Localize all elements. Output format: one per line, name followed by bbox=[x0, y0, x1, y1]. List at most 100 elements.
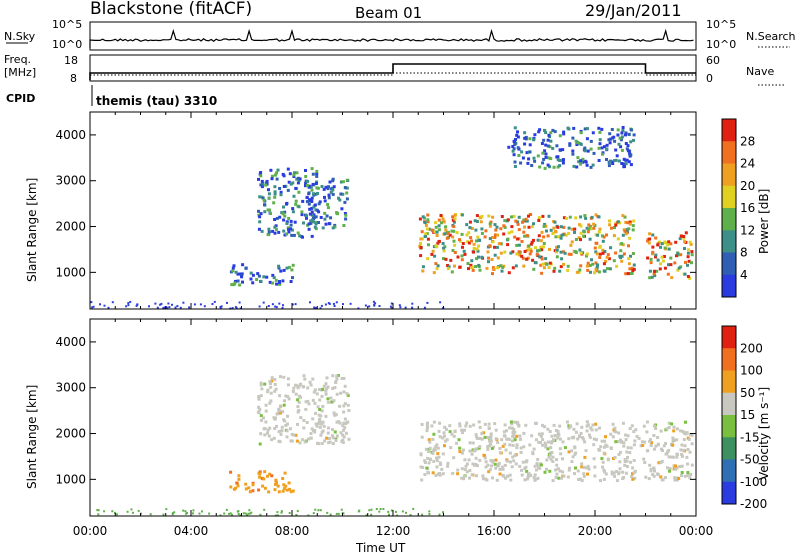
velocity-data-cell bbox=[571, 455, 575, 459]
power-data-cell bbox=[551, 232, 555, 235]
power-data-cell bbox=[601, 248, 605, 252]
velocity-data-cell bbox=[282, 483, 286, 487]
power-data-cell bbox=[575, 165, 579, 169]
velocity-data-cell bbox=[648, 463, 652, 467]
velocity-data-cell bbox=[482, 453, 486, 457]
power-data-cell bbox=[485, 266, 489, 270]
power-data-cell bbox=[689, 242, 693, 246]
velocity-data-cell bbox=[575, 422, 579, 426]
power-data-cell bbox=[586, 149, 590, 153]
power-data-cell bbox=[511, 145, 515, 148]
power-data-cell bbox=[310, 188, 314, 192]
cpid-label: CPID bbox=[6, 92, 35, 105]
velocity-data-cell bbox=[244, 512, 247, 515]
velocity-data-cell bbox=[551, 479, 555, 483]
power-data-cell bbox=[625, 229, 629, 233]
power-data-cell bbox=[649, 257, 653, 261]
power-data-cell bbox=[598, 252, 602, 256]
velocity-data-cell bbox=[503, 434, 507, 438]
power-data-cell bbox=[333, 225, 337, 229]
velocity-data-cell bbox=[579, 432, 583, 435]
power-data-cell bbox=[627, 132, 631, 136]
power-data-cell bbox=[558, 134, 562, 138]
velocity-data-cell bbox=[633, 476, 637, 480]
power-data-cell bbox=[329, 190, 333, 194]
power-data-cell bbox=[324, 222, 328, 226]
power-data-cell bbox=[176, 305, 179, 308]
velocity-data-cell bbox=[681, 454, 684, 458]
power-data-cell bbox=[433, 230, 437, 234]
power-data-cell bbox=[516, 220, 519, 224]
power-data-cell bbox=[594, 268, 598, 272]
power-data-cell bbox=[441, 217, 445, 221]
velocity-data-cell bbox=[535, 461, 539, 465]
power-data-cell bbox=[511, 149, 515, 153]
power-data-cell bbox=[513, 142, 517, 146]
velocity-data-cell bbox=[666, 450, 670, 454]
velocity-data-cell bbox=[435, 459, 439, 463]
power-data-cell bbox=[289, 280, 293, 283]
velocity-data-cell bbox=[690, 463, 694, 467]
velocity-data-cell bbox=[491, 459, 495, 463]
power-data-cell bbox=[579, 238, 582, 242]
velocity-data-cell bbox=[522, 431, 526, 435]
velocity-data-cell bbox=[561, 457, 564, 461]
velocity-data-cell bbox=[680, 471, 684, 474]
power-data-cell bbox=[166, 307, 169, 310]
power-data-cell bbox=[419, 242, 422, 245]
velocity-data-cell bbox=[521, 460, 525, 464]
velocity-data-cell bbox=[646, 420, 649, 424]
velocity-data-cell bbox=[519, 437, 522, 441]
power-data-cell bbox=[595, 265, 599, 269]
velocity-data-cell bbox=[276, 514, 279, 517]
power-data-cell bbox=[424, 232, 428, 236]
power-data-cell bbox=[620, 259, 624, 263]
power-data-cell bbox=[620, 131, 624, 135]
power-data-cell bbox=[626, 149, 630, 153]
power-data-cell bbox=[236, 272, 240, 276]
power-data-cell bbox=[451, 249, 455, 252]
velocity-data-cell bbox=[547, 440, 550, 444]
velocity-data-cell bbox=[481, 474, 485, 478]
velocity-data-cell bbox=[483, 435, 487, 439]
velocity-data-cell bbox=[412, 507, 415, 510]
velocity-data-cell bbox=[269, 391, 273, 395]
power-data-cell bbox=[307, 202, 311, 206]
velocity-data-cell bbox=[522, 445, 526, 449]
velocity-data-cell bbox=[671, 443, 675, 447]
power-data-cell bbox=[611, 162, 615, 165]
power-data-cell bbox=[411, 302, 414, 305]
power-data-cell bbox=[304, 175, 308, 178]
power-data-cell bbox=[549, 139, 553, 143]
velocity-data-cell bbox=[323, 439, 327, 443]
velocity-data-cell bbox=[603, 470, 607, 474]
power-data-cell bbox=[329, 216, 333, 220]
velocity-data-cell bbox=[260, 387, 264, 391]
power-data-cell bbox=[268, 208, 271, 212]
velocity-data-cell bbox=[671, 436, 675, 440]
power-data-cell bbox=[282, 218, 286, 222]
power-colorbar-segment bbox=[722, 208, 736, 231]
velocity-data-cell bbox=[656, 436, 660, 439]
velocity-data-cell bbox=[419, 465, 423, 469]
power-data-cell bbox=[629, 140, 633, 144]
power-data-cell bbox=[312, 220, 316, 224]
velocity-data-cell bbox=[623, 463, 627, 467]
velocity-data-cell bbox=[269, 399, 273, 403]
power-data-cell bbox=[257, 274, 261, 278]
velocity-data-cell bbox=[442, 431, 446, 435]
velocity-data-cell bbox=[315, 424, 319, 428]
power-data-cell bbox=[234, 306, 237, 309]
velocity-data-cell bbox=[569, 424, 573, 428]
velocity-data-cell bbox=[573, 445, 577, 449]
velocity-data-cell bbox=[509, 478, 513, 482]
velocity-data-cell bbox=[223, 512, 226, 515]
power-data-cell bbox=[466, 262, 470, 265]
velocity-data-cell bbox=[314, 508, 317, 511]
power-data-cell bbox=[669, 242, 673, 246]
power-data-cell bbox=[421, 265, 425, 269]
power-data-cell bbox=[444, 257, 448, 261]
velocity-data-cell bbox=[513, 430, 517, 434]
power-data-cell bbox=[271, 281, 275, 285]
power-data-cell bbox=[606, 267, 609, 271]
